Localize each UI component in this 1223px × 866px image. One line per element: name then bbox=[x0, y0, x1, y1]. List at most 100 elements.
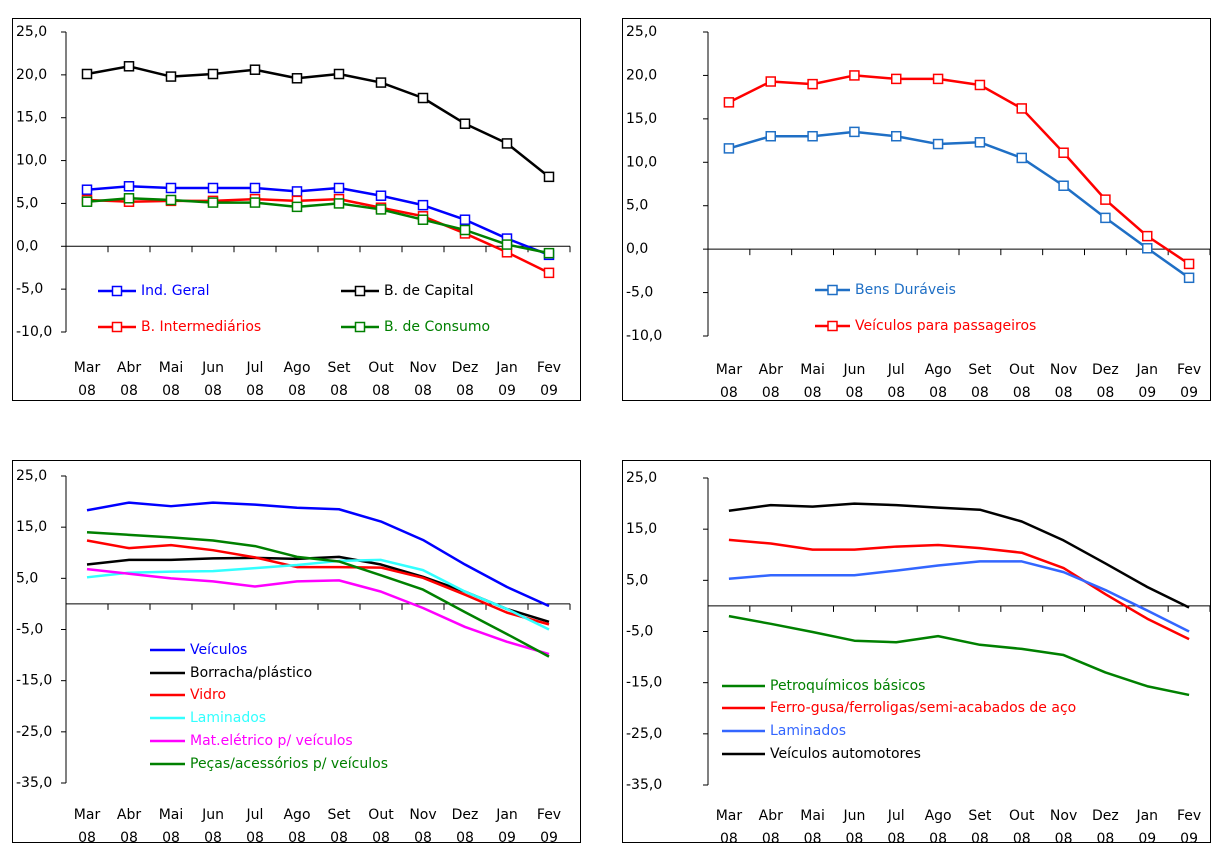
series-line bbox=[728, 614, 1190, 697]
y-tick-label: 20,0 bbox=[16, 67, 47, 83]
x-tick-label: Mai 08 bbox=[800, 362, 825, 401]
legend-marker bbox=[827, 284, 838, 296]
point-marker bbox=[807, 78, 818, 90]
x-tick-label: Ago 08 bbox=[924, 808, 952, 847]
y-tick-label: -25,0 bbox=[16, 724, 52, 740]
x-tick-label: Mar 08 bbox=[715, 362, 743, 401]
x-tick-label: Dez 08 bbox=[1092, 808, 1119, 847]
x-tick-label: Ago 08 bbox=[924, 362, 952, 401]
point-marker bbox=[1142, 243, 1153, 254]
x-tick-label: Jan 09 bbox=[1136, 362, 1159, 401]
series-line bbox=[86, 501, 550, 608]
point-marker bbox=[417, 92, 429, 104]
point-marker bbox=[375, 77, 387, 88]
x-tick-label: Fev 09 bbox=[1176, 362, 1202, 401]
x-tick-label: Set 08 bbox=[327, 360, 351, 399]
point-marker bbox=[333, 198, 345, 209]
y-tick-label: 15,0 bbox=[16, 519, 47, 535]
y-tick-label: -35,0 bbox=[626, 777, 662, 793]
series-line bbox=[86, 197, 550, 274]
point-marker bbox=[207, 197, 219, 208]
y-tick-label: 0,0 bbox=[626, 241, 648, 257]
y-tick-label: -5,0 bbox=[626, 285, 653, 301]
point-marker bbox=[81, 196, 93, 207]
y-tick-label: -5,0 bbox=[16, 622, 43, 638]
y-tick-label: 20,0 bbox=[626, 67, 657, 83]
y-tick-label: -10,0 bbox=[16, 324, 52, 340]
point-marker bbox=[501, 138, 513, 149]
x-tick-label: Abr 08 bbox=[758, 808, 783, 847]
x-tick-label: Mar 08 bbox=[73, 807, 101, 846]
legend-label: B. de Capital bbox=[384, 283, 474, 299]
series-line bbox=[728, 502, 1190, 609]
y-tick-label: 5,0 bbox=[626, 198, 648, 214]
y-tick-label: 10,0 bbox=[16, 153, 47, 169]
point-marker bbox=[1100, 194, 1111, 205]
x-tick-label: Jan 09 bbox=[496, 807, 518, 846]
legend-label: Veículos para passageiros bbox=[855, 318, 1036, 334]
point-marker bbox=[123, 181, 135, 192]
point-marker bbox=[849, 126, 860, 138]
x-tick-label: Jun 08 bbox=[843, 362, 866, 401]
y-tick-label: -35,0 bbox=[16, 775, 52, 791]
point-marker bbox=[807, 130, 818, 142]
x-tick-label: Abr 08 bbox=[116, 807, 142, 846]
x-tick-label: Mai 08 bbox=[800, 808, 825, 847]
point-marker bbox=[1058, 147, 1069, 158]
series-line bbox=[86, 197, 550, 255]
y-tick-label: -10,0 bbox=[626, 328, 662, 344]
legend-marker bbox=[354, 321, 366, 333]
legend-label: Bens Duráveis bbox=[855, 282, 956, 298]
point-marker bbox=[291, 201, 303, 213]
chart-frame bbox=[622, 18, 1211, 401]
x-tick-label: Nov 08 bbox=[409, 360, 437, 399]
point-marker bbox=[165, 71, 177, 82]
legend-marker bbox=[354, 285, 366, 297]
x-tick-label: Jun 08 bbox=[843, 808, 866, 847]
x-tick-label: Jul 08 bbox=[887, 362, 906, 401]
legend-label: Petroquímicos básicos bbox=[770, 678, 925, 694]
series-line bbox=[728, 538, 1190, 641]
y-tick-label: 15,0 bbox=[16, 110, 47, 126]
point-marker bbox=[891, 130, 902, 142]
x-tick-label: Nov 08 bbox=[1049, 362, 1078, 401]
point-marker bbox=[417, 199, 429, 211]
point-marker bbox=[333, 182, 345, 194]
legend-marker bbox=[111, 321, 123, 333]
y-tick-label: 5,0 bbox=[16, 195, 38, 211]
x-tick-label: Jan 09 bbox=[496, 360, 518, 399]
x-tick-label: Jun 08 bbox=[202, 360, 224, 399]
point-marker bbox=[765, 130, 776, 142]
point-marker bbox=[459, 214, 471, 225]
x-tick-label: Mai 08 bbox=[158, 807, 184, 846]
point-marker bbox=[932, 73, 944, 85]
point-marker bbox=[417, 214, 429, 225]
point-marker bbox=[765, 76, 776, 87]
legend-label: B. Intermediários bbox=[141, 319, 261, 335]
x-tick-label: Jun 08 bbox=[202, 807, 224, 846]
point-marker bbox=[723, 97, 735, 108]
y-tick-label: 25,0 bbox=[626, 24, 657, 40]
x-tick-label: Set 08 bbox=[968, 808, 992, 847]
legend-label: Veículos automotores bbox=[770, 746, 921, 762]
legend-label: Vidro bbox=[190, 687, 226, 703]
legend-label: Laminados bbox=[770, 723, 846, 739]
point-marker bbox=[249, 197, 261, 208]
x-tick-label: Abr 08 bbox=[116, 360, 142, 399]
point-marker bbox=[1016, 103, 1027, 114]
legend-marker bbox=[111, 285, 123, 297]
x-tick-label: Jul 08 bbox=[887, 808, 906, 847]
point-marker bbox=[165, 182, 177, 194]
x-tick-label: Dez 08 bbox=[1092, 362, 1119, 401]
x-tick-label: Mar 08 bbox=[73, 360, 101, 399]
series-line bbox=[86, 539, 550, 626]
y-tick-label: 5,0 bbox=[16, 570, 38, 586]
y-tick-label: 15,0 bbox=[626, 521, 657, 537]
x-tick-label: Dez 08 bbox=[451, 807, 479, 846]
x-tick-label: Ago 08 bbox=[283, 807, 311, 846]
y-tick-label: -5,0 bbox=[626, 624, 653, 640]
x-tick-label: Set 08 bbox=[327, 807, 351, 846]
legend-label: Laminados bbox=[190, 710, 266, 726]
point-marker bbox=[249, 182, 261, 194]
